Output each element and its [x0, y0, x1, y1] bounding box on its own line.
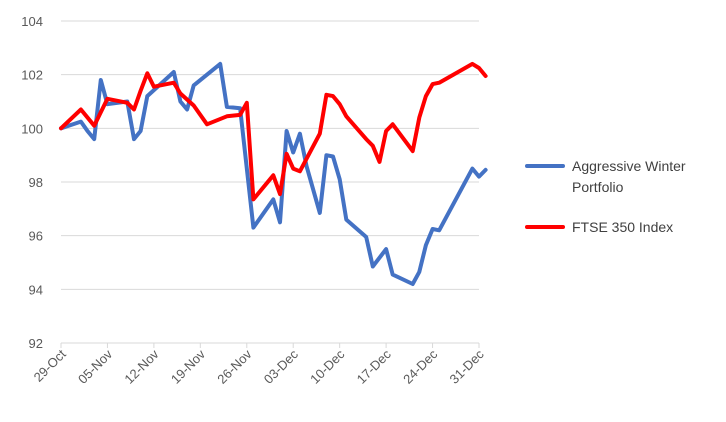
- series-line: [59, 61, 488, 202]
- x-tick-label: 03-Dec: [261, 346, 302, 387]
- x-tick-label: 26-Nov: [214, 346, 255, 387]
- series-lines: [59, 61, 488, 286]
- x-tick-label: 05-Nov: [75, 346, 116, 387]
- y-axis-ticks: 92 94 96 98 100 102 104: [21, 14, 43, 351]
- x-tick-label: 29-Oct: [31, 346, 69, 384]
- legend-label: FTSE 350 Index: [572, 219, 673, 235]
- y-tick-label: 102: [21, 68, 43, 83]
- x-tick-label: 31-Dec: [447, 346, 488, 387]
- legend-label: Aggressive Winter: [572, 158, 686, 174]
- x-axis-ticks: 29-Oct 05-Nov 12-Nov 19-Nov 26-Nov 03-Dec 10-D…: [31, 343, 488, 387]
- y-tick-label: 100: [21, 121, 43, 136]
- x-tick-label: 12-Nov: [121, 346, 162, 387]
- x-tick-label: 17-Dec: [354, 346, 395, 387]
- series-line: [59, 61, 488, 286]
- y-tick-label: 92: [29, 336, 43, 351]
- y-tick-label: 98: [29, 175, 43, 190]
- y-tick-label: 96: [29, 229, 43, 244]
- x-tick-label: 10-Dec: [307, 346, 348, 387]
- legend: Aggressive Winter Portfolio FTSE 350 Index: [525, 158, 686, 235]
- legend-label: Portfolio: [572, 179, 624, 195]
- x-tick-label: 24-Dec: [400, 346, 441, 387]
- y-tick-label: 94: [29, 282, 43, 297]
- y-tick-label: 104: [21, 14, 43, 29]
- x-tick-label: 19-Nov: [168, 346, 209, 387]
